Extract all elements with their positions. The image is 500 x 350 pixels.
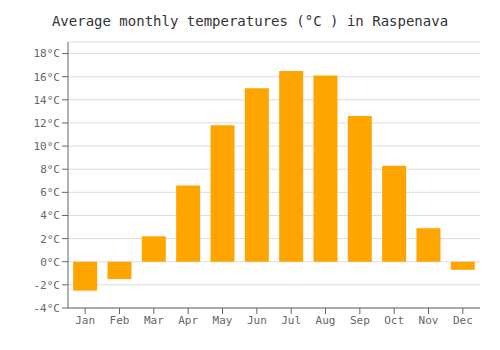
- svg-text:Nov: Nov: [419, 314, 439, 327]
- svg-text:Dec: Dec: [453, 314, 473, 327]
- svg-text:18°C: 18°C: [34, 47, 61, 60]
- svg-text:0°C: 0°C: [40, 256, 60, 269]
- svg-text:10°C: 10°C: [34, 140, 61, 153]
- svg-text:8°C: 8°C: [40, 163, 60, 176]
- svg-text:Oct: Oct: [384, 314, 404, 327]
- svg-text:14°C: 14°C: [34, 94, 61, 107]
- svg-text:Sep: Sep: [350, 314, 370, 327]
- svg-text:4°C: 4°C: [40, 209, 60, 222]
- svg-text:Aug: Aug: [316, 314, 336, 327]
- svg-text:-4°C: -4°C: [34, 302, 61, 315]
- svg-text:16°C: 16°C: [34, 71, 61, 84]
- svg-text:Jun: Jun: [247, 314, 267, 327]
- svg-text:Mar: Mar: [144, 314, 164, 327]
- svg-text:6°C: 6°C: [40, 186, 60, 199]
- svg-text:-2°C: -2°C: [34, 279, 61, 292]
- svg-text:Jul: Jul: [281, 314, 301, 327]
- svg-text:May: May: [213, 314, 233, 327]
- html-text:Average monthly temperatures (: Average monthly temperatures (°C ) in Ra…: [51, 13, 449, 29]
- svg-text:Jan: Jan: [75, 314, 95, 327]
- svg-text:Apr: Apr: [178, 314, 198, 327]
- svg-text:12°C: 12°C: [34, 117, 61, 130]
- svg-text:2°C: 2°C: [40, 233, 60, 246]
- svg-text:Feb: Feb: [110, 314, 130, 327]
